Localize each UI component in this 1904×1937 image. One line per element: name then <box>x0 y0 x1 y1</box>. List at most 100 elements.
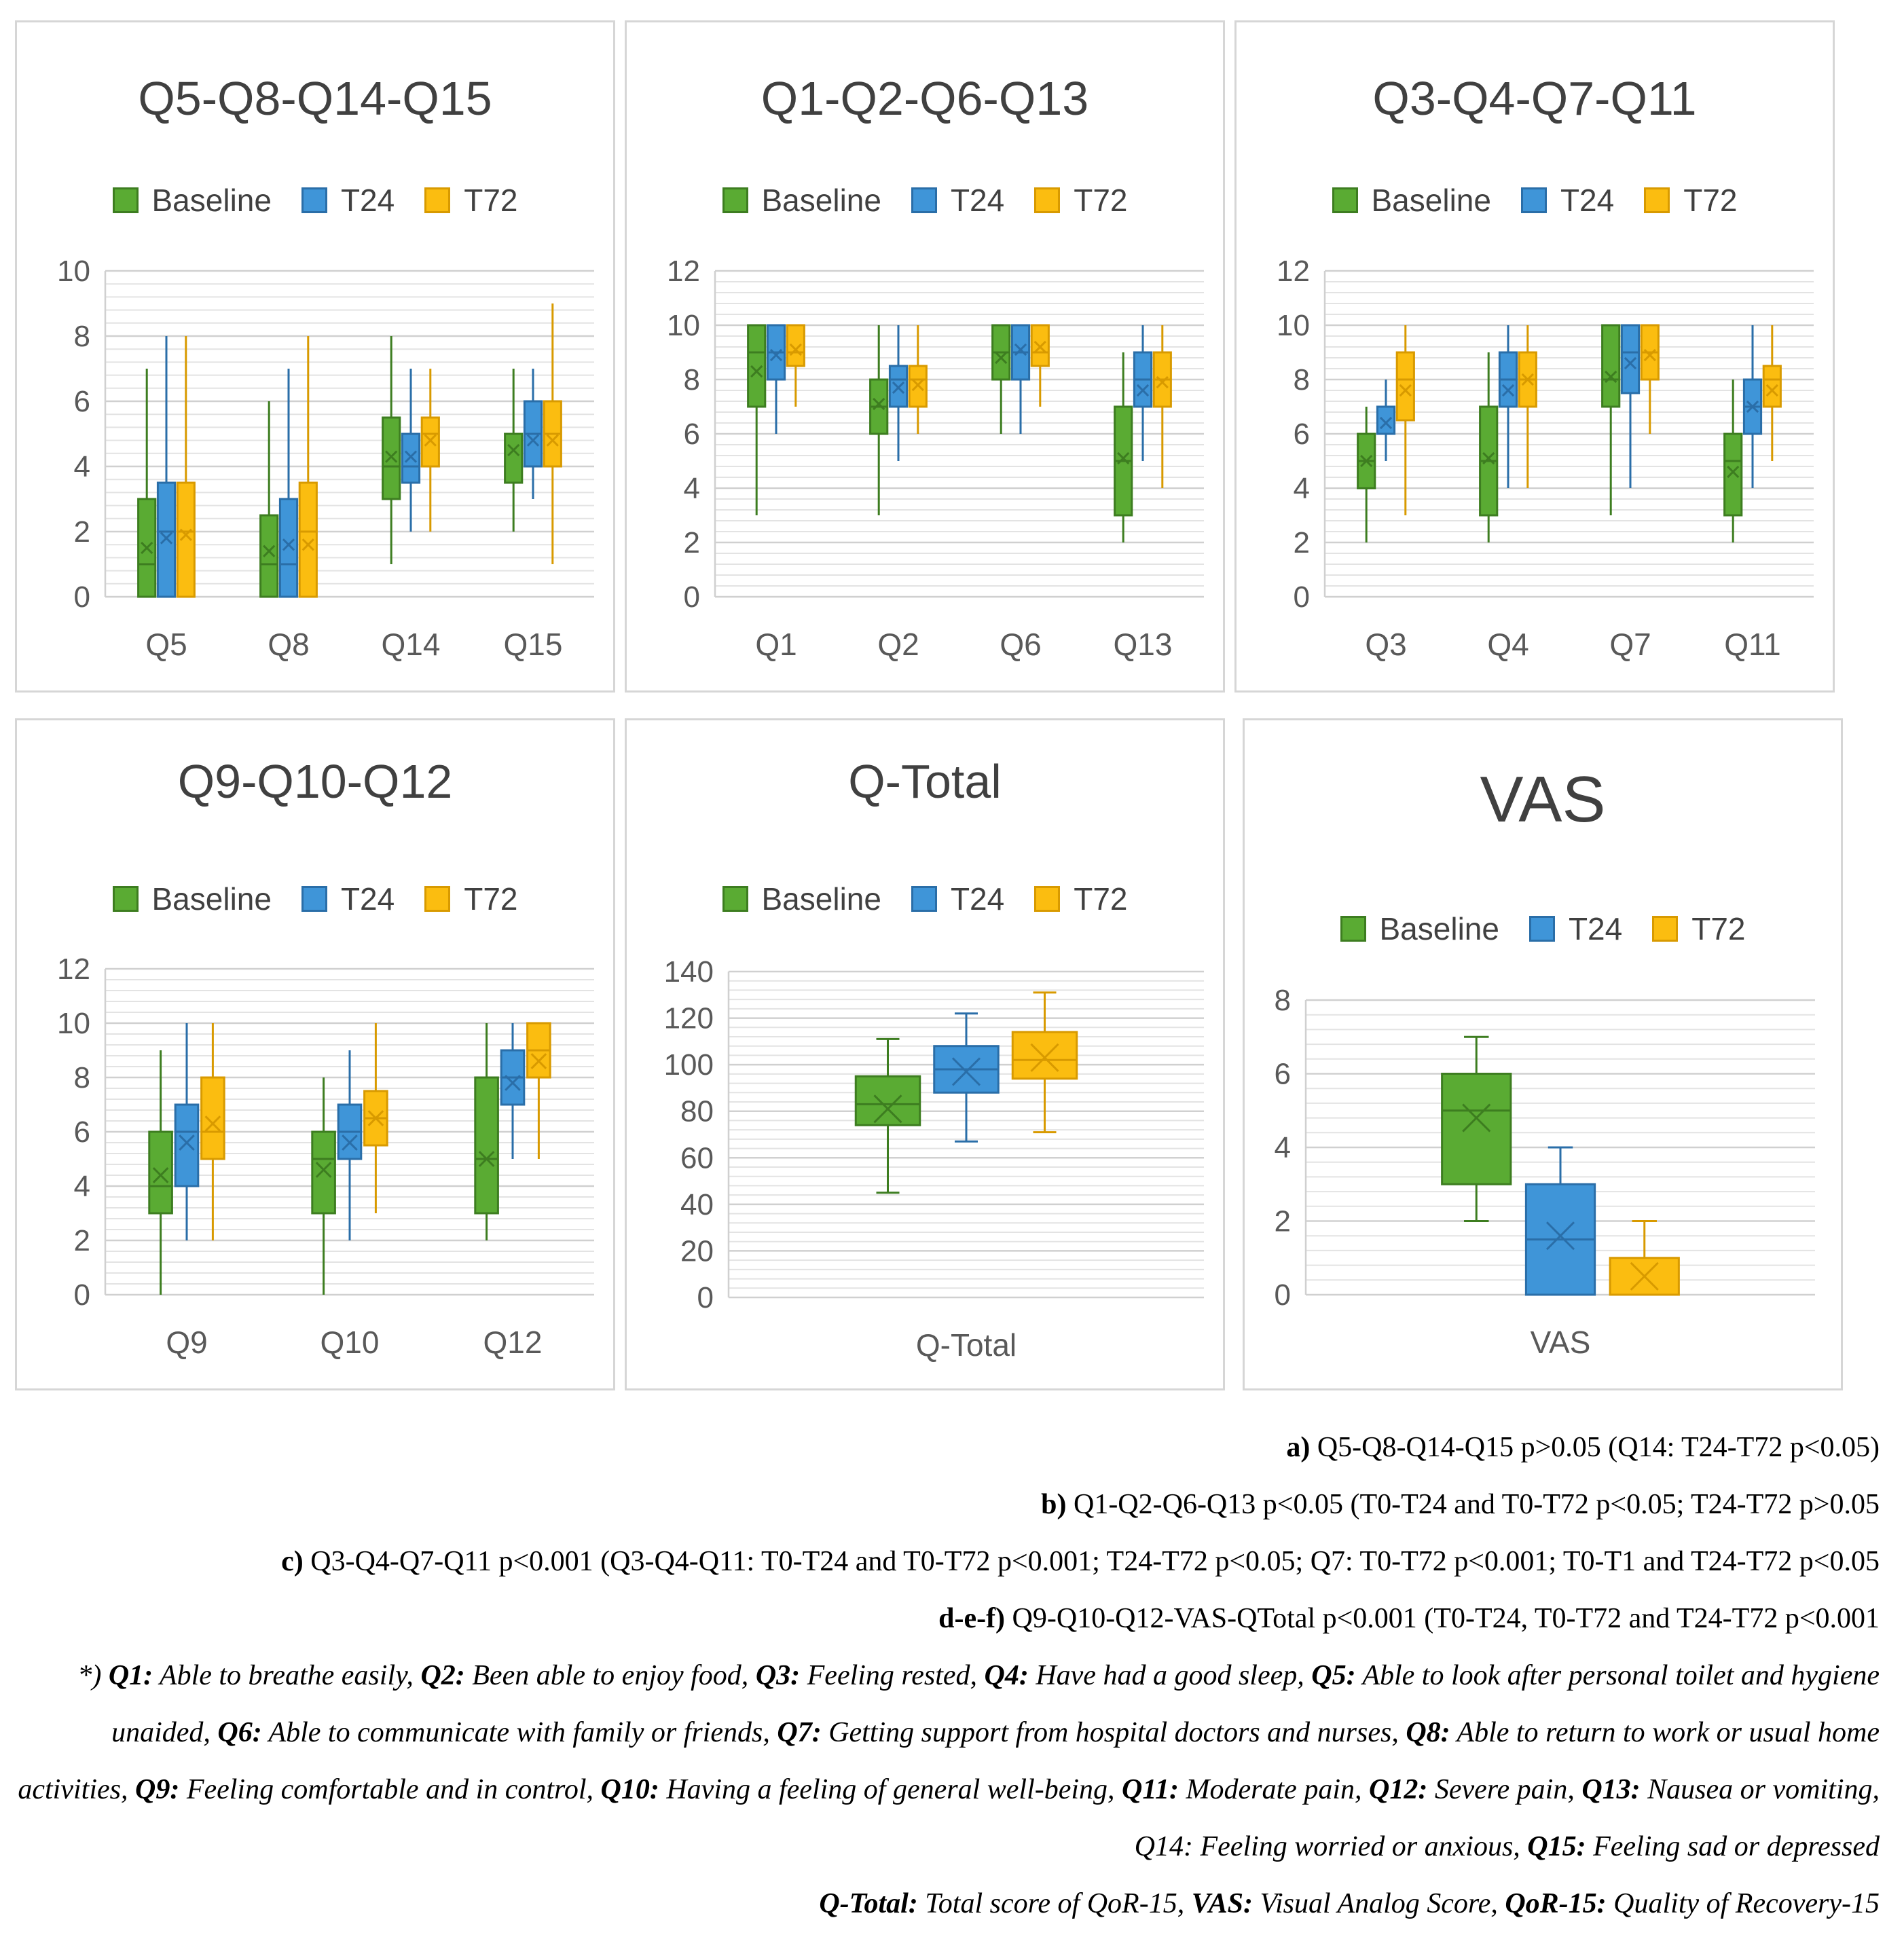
y-tick-label: 8 <box>1275 984 1291 1017</box>
box-plot: 0 2 4 6 8 VAS <box>1275 984 1815 1360</box>
legend-label: T24 <box>950 183 1005 218</box>
abbr-desc: Total score of QoR-15, <box>917 1888 1192 1919</box>
x-category-label: Q12 <box>483 1325 543 1360</box>
note-text: Q3-Q4-Q7-Q11 p<0.001 (Q3-Q4-Q11: T0-T24 … <box>303 1546 1880 1577</box>
chart-panel-q5-q8-q14-q15: Q5-Q8-Q14-Q15 Baseline T24 T72 0 2 4 6 8 10 Q5… <box>15 20 615 693</box>
mean-marker <box>315 1162 332 1178</box>
chart-title: Q1-Q2-Q6-Q13 <box>761 72 1089 125</box>
box-plot: 0 20 40 60 80 100 120 140 Q-Total <box>664 955 1204 1363</box>
abbr-term: Q11: <box>1122 1774 1179 1805</box>
mean-marker <box>1624 356 1637 370</box>
mean-marker <box>152 1167 169 1183</box>
legend-swatch-t72 <box>1034 886 1061 912</box>
chart-panel-q-total: Q-Total Baseline T24 T72 0 20 40 60 80 100 120… <box>625 718 1225 1390</box>
legend-label: Baseline <box>151 881 272 917</box>
abbr-desc: Been able to enjoy food, <box>464 1660 756 1691</box>
x-category-label: Q5 <box>145 627 187 662</box>
x-category-label: Q8 <box>268 627 309 662</box>
figure-notes: a) Q5-Q8-Q14-Q15 p>0.05 (Q14: T24-T72 p<… <box>14 1419 1880 1932</box>
chart-legend: Baseline T24 T72 <box>1245 910 1841 947</box>
mean-marker <box>1630 1261 1659 1291</box>
mean-marker <box>1030 1043 1059 1072</box>
abbr-term: Q3: <box>755 1660 801 1691</box>
mean-marker <box>505 1075 521 1091</box>
legend-swatch-t72 <box>1652 916 1679 942</box>
x-category-label: Q2 <box>877 627 919 662</box>
abbr-desc: Feeling rested, <box>800 1660 985 1691</box>
y-tick-label: 0 <box>74 1278 90 1312</box>
box-t72 <box>1011 1031 1078 1080</box>
abbr-desc: Quality of Recovery-15 <box>1606 1888 1880 1919</box>
chart-panel-vas: VAS Baseline T24 T72 0 2 4 6 8 VAS <box>1243 718 1843 1390</box>
y-tick-label: 10 <box>57 255 90 288</box>
note-text: Q1-Q2-Q6-Q13 p<0.05 (T0-T24 and T0-T72 p… <box>1066 1489 1880 1520</box>
y-tick-label: 140 <box>664 955 714 989</box>
y-tick-label: 4 <box>1294 472 1310 505</box>
mean-marker <box>911 378 924 392</box>
box-plot: 0 2 4 6 8 10 Q5 Q8 Q14 Q15 <box>57 255 594 662</box>
legend-swatch-baseline <box>722 886 748 912</box>
mean-marker <box>951 1057 981 1086</box>
chart-legend: Baseline T24 T72 <box>17 182 613 219</box>
abbr-desc: Able to communicate with family or frien… <box>261 1717 777 1748</box>
box-baseline <box>1601 324 1621 408</box>
abbr-desc: Nausea or vomiting, <box>1640 1774 1880 1805</box>
mean-marker <box>750 365 763 378</box>
abbr-term: Q2: <box>420 1660 465 1691</box>
legend-t24: T24 <box>911 182 1004 219</box>
mean-marker <box>1462 1103 1491 1132</box>
y-tick-label: 10 <box>57 1007 90 1040</box>
mean-marker <box>1643 348 1656 362</box>
mean-marker <box>995 351 1008 365</box>
legend-swatch-t24 <box>1520 187 1547 213</box>
box-baseline <box>382 416 401 500</box>
abbr-desc: Feeling worried or anxious, <box>1193 1831 1528 1862</box>
legend-baseline: Baseline <box>1340 910 1499 947</box>
box-t72 <box>1030 324 1050 367</box>
box-baseline <box>474 1076 499 1215</box>
y-tick-label: 2 <box>74 1224 90 1257</box>
y-tick-label: 0 <box>697 1281 714 1314</box>
y-tick-label: 80 <box>680 1095 714 1128</box>
note-label: b) <box>1041 1489 1067 1520</box>
mean-marker <box>179 528 192 541</box>
abbr-term: VAS: <box>1191 1888 1253 1919</box>
mean-marker <box>1117 451 1130 465</box>
abbr-desc: Feeling sad or depressed <box>1586 1831 1880 1862</box>
abbr-term: Q7: <box>777 1717 822 1748</box>
x-category-label: Q4 <box>1487 627 1528 662</box>
mean-marker <box>385 450 398 463</box>
box-t72 <box>1395 351 1415 422</box>
legend-label: T72 <box>464 183 518 218</box>
legend-label: T24 <box>340 881 395 917</box>
y-tick-label: 6 <box>1294 418 1310 451</box>
mean-marker <box>1727 465 1740 479</box>
chart-title: Q-Total <box>848 755 1002 808</box>
y-tick-label: 10 <box>1277 309 1310 342</box>
y-tick-label: 12 <box>667 255 700 288</box>
note-c: c) Q3-Q4-Q7-Q11 p<0.001 (Q3-Q4-Q11: T0-T… <box>14 1533 1880 1590</box>
note-label: d-e-f) <box>938 1603 1006 1634</box>
legend-t24: T24 <box>301 881 395 917</box>
chart-panel-q9-q10-q12: Q9-Q10-Q12 Baseline T24 T72 0 2 4 6 8 10 12 Q9 Q… <box>15 718 615 1390</box>
y-tick-label: 2 <box>1275 1205 1291 1238</box>
legend-swatch-baseline <box>112 886 139 912</box>
x-category-label: Q-Total <box>916 1327 1017 1363</box>
x-category-label: Q3 <box>1365 627 1406 662</box>
chart-legend: Baseline T24 T72 <box>17 881 613 917</box>
y-tick-label: 6 <box>1275 1058 1291 1091</box>
note-a: a) Q5-Q8-Q14-Q15 p>0.05 (Q14: T24-T72 p<… <box>14 1419 1880 1476</box>
box-baseline <box>311 1130 336 1215</box>
y-tick-label: 120 <box>664 1002 714 1035</box>
legend-baseline: Baseline <box>722 182 881 219</box>
legend-label: T24 <box>340 183 395 218</box>
chart-title: Q3-Q4-Q7-Q11 <box>1372 72 1697 125</box>
chart-legend: Baseline T24 T72 <box>1237 182 1833 219</box>
y-tick-label: 8 <box>74 1061 90 1094</box>
legend-baseline: Baseline <box>722 881 881 917</box>
chart-panel-q3-q4-q7-q11: Q3-Q4-Q7-Q11 Baseline T24 T72 0 2 4 6 8 10 12 Q… <box>1234 20 1835 693</box>
box-t72 <box>420 416 440 468</box>
x-category-label: Q15 <box>504 627 563 662</box>
legend-label: T72 <box>1074 881 1128 917</box>
chart-legend: Baseline T24 T72 <box>627 182 1223 219</box>
